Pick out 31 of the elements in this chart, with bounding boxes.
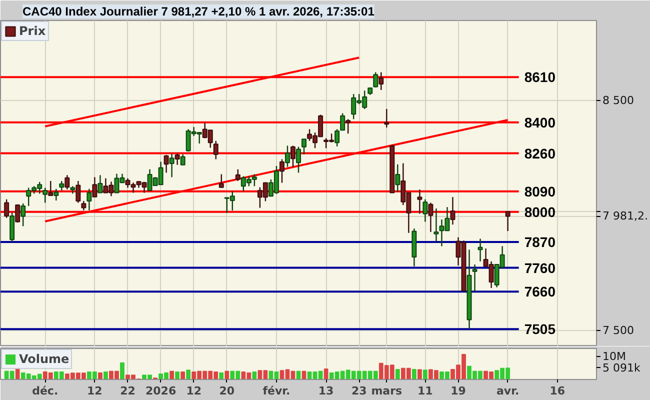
x-tick-label: 12 xyxy=(87,384,102,398)
chart-title: CAC40 Index Journalier 7 981,27 +2,10 % 1 avr. 2026, 17:35:01 xyxy=(22,4,375,18)
ref-line-label: 8400 xyxy=(524,114,556,130)
ref-line-label: 7660 xyxy=(524,284,556,300)
legend-label: Prix xyxy=(19,24,46,38)
y-tick-label: 7 500 xyxy=(602,324,634,337)
ref-line-label: 8610 xyxy=(524,69,556,86)
y-tick-label: 5 091k xyxy=(602,361,641,374)
x-tick-label: févr. xyxy=(262,384,290,398)
x-tick-label: avr. xyxy=(496,384,520,398)
y-tick-label: 7 981,2. xyxy=(602,210,648,223)
x-tick-label: mars xyxy=(371,384,403,398)
ref-line-label: 8260 xyxy=(524,145,556,162)
y-tick-label: 8 500 xyxy=(602,94,634,108)
x-tick-label: 19 xyxy=(450,384,466,398)
x-tick-label: 11 xyxy=(418,384,433,398)
legend-label: Volume xyxy=(19,352,70,366)
x-tick-label: 2026 xyxy=(145,384,176,398)
ref-line-label: 7760 xyxy=(524,260,556,276)
ref-line-label: 7505 xyxy=(524,321,556,338)
x-tick-label: 13 xyxy=(318,384,334,398)
x-tick-label: 23 xyxy=(351,384,367,398)
y-tick-label: 10M xyxy=(602,350,626,364)
ref-line-label: 8000 xyxy=(524,204,556,220)
x-tick-label: 22 xyxy=(120,384,136,398)
x-tick-label: 16 xyxy=(550,384,566,398)
x-tick-label: déc. xyxy=(32,384,58,398)
x-tick-label: 20 xyxy=(219,384,235,398)
ref-line-label: 7870 xyxy=(524,234,556,250)
ref-line-label: 8090 xyxy=(524,183,556,200)
x-tick-label: 12 xyxy=(186,384,202,398)
